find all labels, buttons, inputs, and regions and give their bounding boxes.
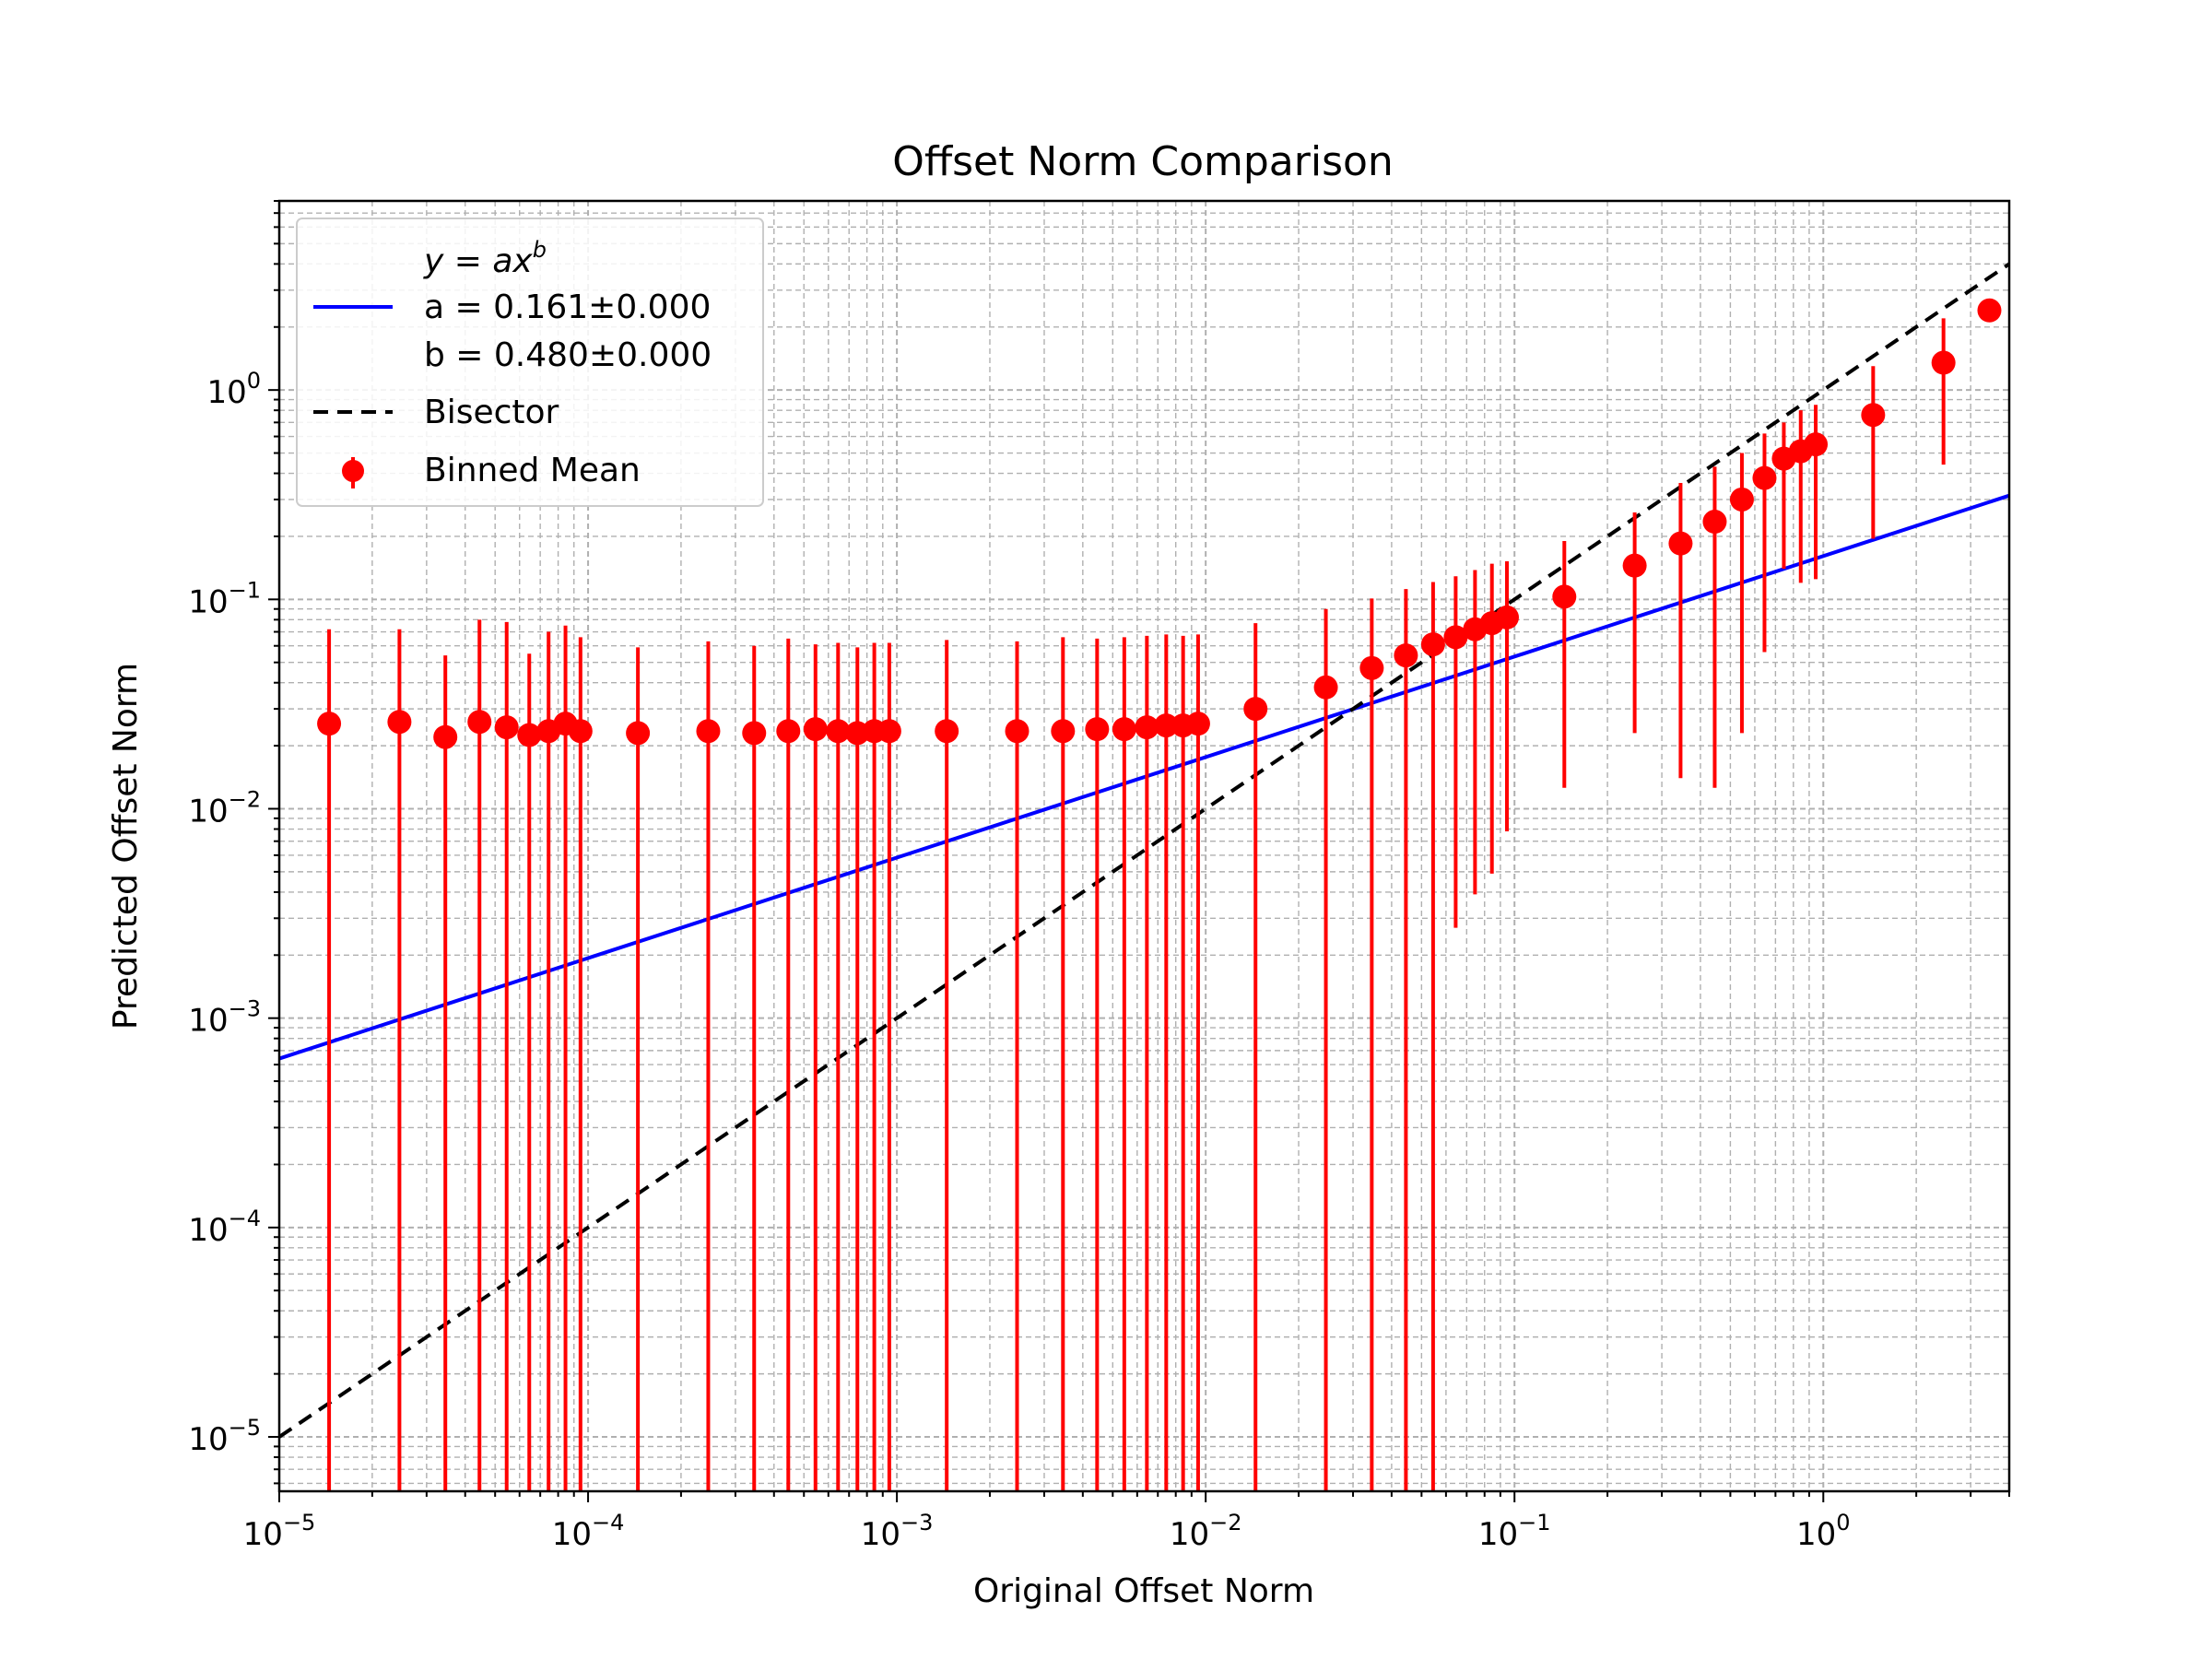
binned-mean-point <box>1005 719 1030 744</box>
x-axis-label: Original Offset Norm <box>973 1572 1314 1610</box>
y-axis-label: Predicted Offset Norm <box>107 663 145 1030</box>
x-tick-label: 10−4 <box>552 1510 625 1553</box>
lines-layer <box>277 262 2011 1439</box>
binned-mean-point <box>1494 605 1519 629</box>
binned-mean-point <box>1185 712 1210 736</box>
legend-binned-marker <box>342 457 364 488</box>
binned-mean-point <box>494 715 519 740</box>
x-tick-label: 10−3 <box>861 1510 934 1553</box>
y-tick-label: 10−5 <box>188 1415 261 1458</box>
binned-mean-point <box>317 712 342 736</box>
legend-bisector-label: Bisector <box>424 394 559 431</box>
binned-mean-point <box>1394 643 1418 668</box>
legend: y = axb a = 0.161±0.000 b = 0.480±0.000 … <box>296 218 764 507</box>
binned-mean-point <box>1359 655 1384 680</box>
legend-fit-a: a = 0.161±0.000 <box>424 288 711 326</box>
binned-mean-point <box>1112 717 1136 742</box>
binned-mean-point <box>742 721 767 746</box>
binned-mean-point <box>1668 531 1693 556</box>
y-tick-label: 10−1 <box>188 577 261 620</box>
binned-mean-point <box>1135 715 1159 740</box>
x-tick-label: 10−1 <box>1478 1510 1551 1553</box>
binned-mean-point <box>1085 717 1110 742</box>
binned-mean-point <box>1622 553 1647 578</box>
binned-mean-point <box>1804 432 1829 457</box>
y-tick-label: 100 <box>206 368 261 411</box>
legend-box <box>296 218 764 507</box>
x-tick-label: 100 <box>1796 1510 1851 1553</box>
y-tick-label: 10−2 <box>188 787 261 830</box>
fit-line <box>278 493 2010 1061</box>
binned-mean-point <box>467 710 492 735</box>
binned-mean-point <box>568 719 593 744</box>
legend-formula: y = axb <box>423 237 547 280</box>
binned-mean-point <box>1752 465 1777 490</box>
legend-binned-label: Binned Mean <box>424 452 641 489</box>
binned-mean-point <box>1977 298 2002 323</box>
x-tick-label: 10−2 <box>1170 1510 1242 1553</box>
bisector-line <box>277 262 2011 1439</box>
binned-mean-point <box>935 719 959 744</box>
ticks-layer: 10−5 10−4 10−3 10−2 10−1 100 10−5 10−4 10−3 10−2 1… <box>188 200 2010 1553</box>
binned-mean-point <box>387 710 412 735</box>
x-tick-label: 10−5 <box>243 1510 316 1553</box>
binned-mean-point <box>1051 719 1076 744</box>
binned-mean-point <box>1861 403 1886 428</box>
binned-mean-point <box>776 719 801 744</box>
binned-mean-point <box>626 721 651 746</box>
y-tick-label: 10−3 <box>188 996 261 1040</box>
binned-mean-point <box>803 717 828 742</box>
binned-mean-point <box>1552 584 1577 609</box>
binned-mean-point <box>1702 510 1727 535</box>
binned-mean-point <box>1729 487 1754 512</box>
binned-mean-point <box>1443 625 1468 650</box>
binned-mean-point <box>1931 350 1956 375</box>
y-tick-label: 10−4 <box>188 1206 261 1249</box>
plot-frame <box>277 199 2011 1493</box>
chart-title: Offset Norm Comparison <box>892 138 1394 185</box>
binned-mean-point <box>826 719 851 744</box>
binned-mean-point <box>517 723 542 747</box>
binned-mean-point <box>877 719 901 744</box>
binned-mean-point <box>1243 697 1268 722</box>
legend-fit-b: b = 0.480±0.000 <box>424 336 712 374</box>
binned-mean-point <box>1154 713 1179 738</box>
binned-mean-point <box>433 724 458 749</box>
binned-mean-point <box>1313 675 1338 700</box>
points-layer <box>317 298 2002 1491</box>
binned-mean-point <box>696 719 721 744</box>
binned-mean-point <box>1420 632 1445 657</box>
